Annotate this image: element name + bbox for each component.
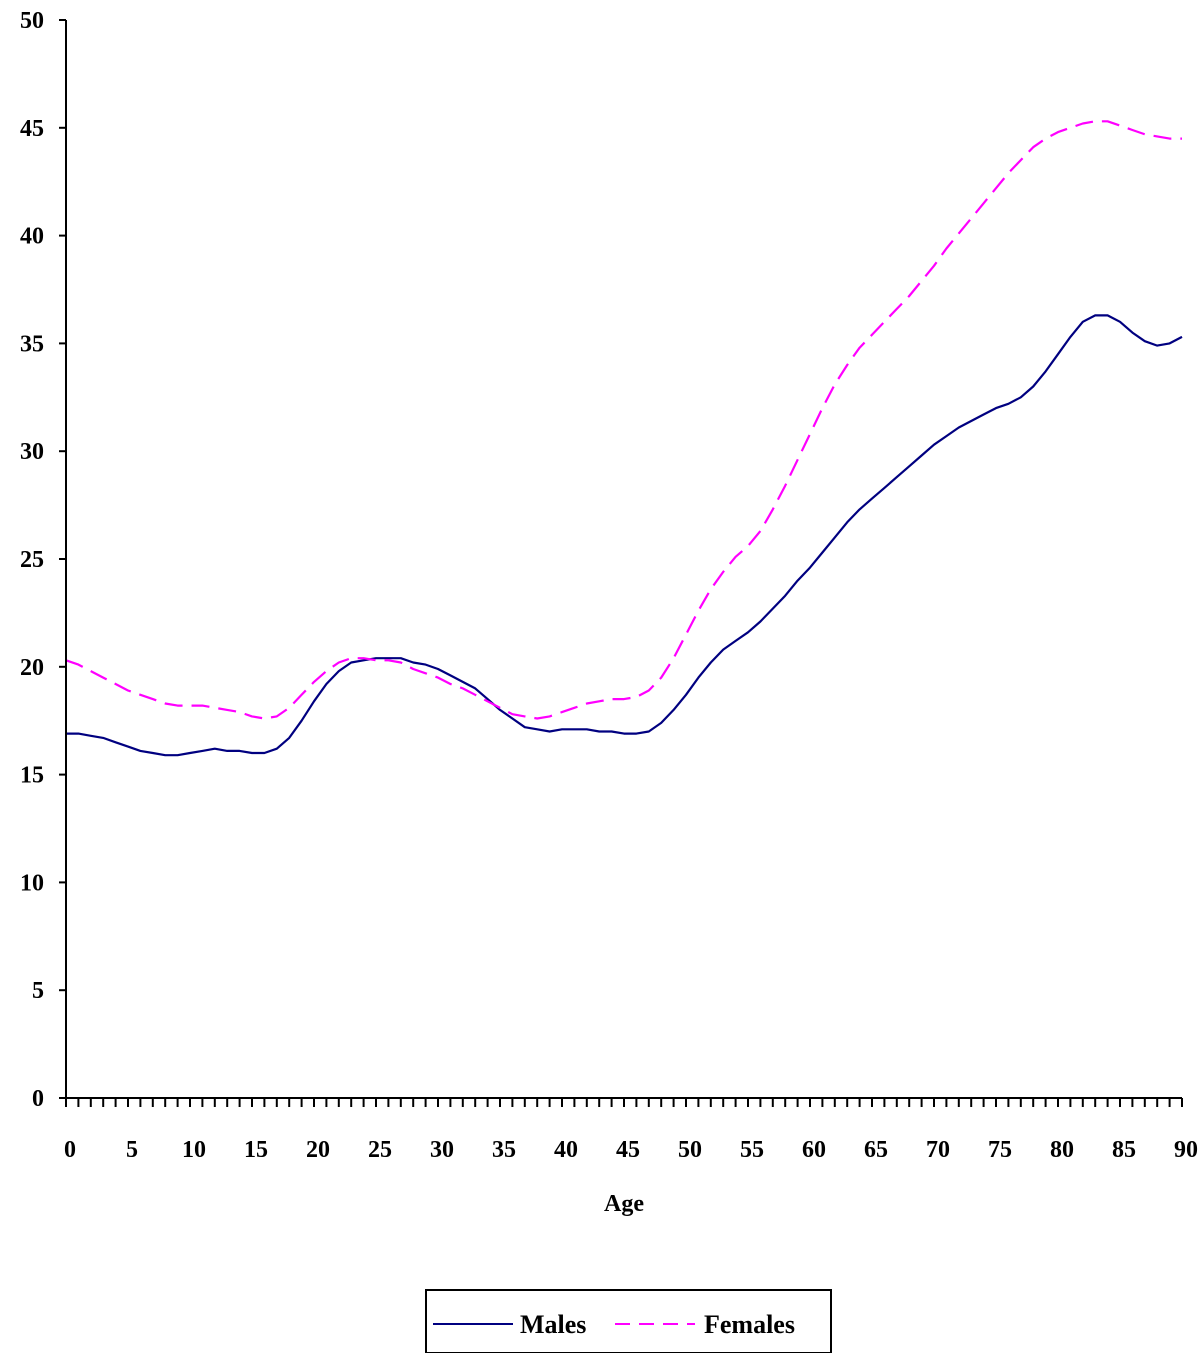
x-tick-label: 55 bbox=[740, 1137, 764, 1163]
x-tick-label: 50 bbox=[678, 1137, 702, 1163]
y-tick-label: 30 bbox=[20, 439, 44, 465]
plot-area bbox=[66, 20, 1182, 1098]
legend-label-males: Males bbox=[520, 1310, 586, 1339]
x-tick-label: 15 bbox=[244, 1137, 268, 1163]
series-line-males bbox=[66, 314, 1183, 757]
y-tick-label: 20 bbox=[20, 655, 44, 681]
x-tick-label: 65 bbox=[864, 1137, 888, 1163]
y-axis-ticks bbox=[59, 19, 66, 1099]
legend-label-females: Females bbox=[704, 1310, 795, 1339]
x-tick-label: 0 bbox=[64, 1137, 76, 1163]
y-axis-tick-labels: 0 5 10 15 20 25 30 35 40 45 50 bbox=[20, 8, 44, 1112]
x-tick-label: 35 bbox=[492, 1137, 516, 1163]
x-tick-label: 60 bbox=[802, 1137, 826, 1163]
x-tick-label: 45 bbox=[616, 1137, 640, 1163]
y-tick-label: 35 bbox=[20, 331, 44, 357]
x-tick-label: 90 bbox=[1174, 1137, 1198, 1163]
x-axis-tick-labels: 0 5 10 15 20 25 30 35 40 45 50 55 60 65 70 75 80 85 90 bbox=[64, 1137, 1198, 1163]
y-tick-label: 15 bbox=[20, 763, 44, 789]
x-tick-label: 70 bbox=[926, 1137, 950, 1163]
x-axis-ticks bbox=[65, 1098, 1183, 1107]
x-axis-title: Age bbox=[604, 1191, 644, 1217]
x-tick-label: 5 bbox=[126, 1137, 138, 1163]
series-line-females bbox=[65, 120, 1182, 720]
y-tick-label: 45 bbox=[20, 116, 44, 142]
x-tick-label: 10 bbox=[182, 1137, 206, 1163]
y-tick-label: 5 bbox=[32, 978, 44, 1004]
y-tick-label: 50 bbox=[20, 8, 44, 34]
x-tick-label: 85 bbox=[1112, 1137, 1136, 1163]
y-tick-label: 10 bbox=[20, 870, 44, 896]
x-tick-label: 75 bbox=[988, 1137, 1012, 1163]
y-tick-label: 25 bbox=[20, 547, 44, 573]
x-tick-label: 30 bbox=[430, 1137, 454, 1163]
x-tick-label: 40 bbox=[554, 1137, 578, 1163]
series-layer bbox=[65, 120, 1183, 757]
x-tick-label: 80 bbox=[1050, 1137, 1074, 1163]
legend-box bbox=[425, 1289, 832, 1353]
y-tick-label: 40 bbox=[20, 224, 44, 250]
x-tick-label: 25 bbox=[368, 1137, 392, 1163]
y-tick-label: 0 bbox=[32, 1086, 44, 1112]
x-tick-label: 20 bbox=[306, 1137, 330, 1163]
legend: Males Females bbox=[425, 1289, 832, 1353]
